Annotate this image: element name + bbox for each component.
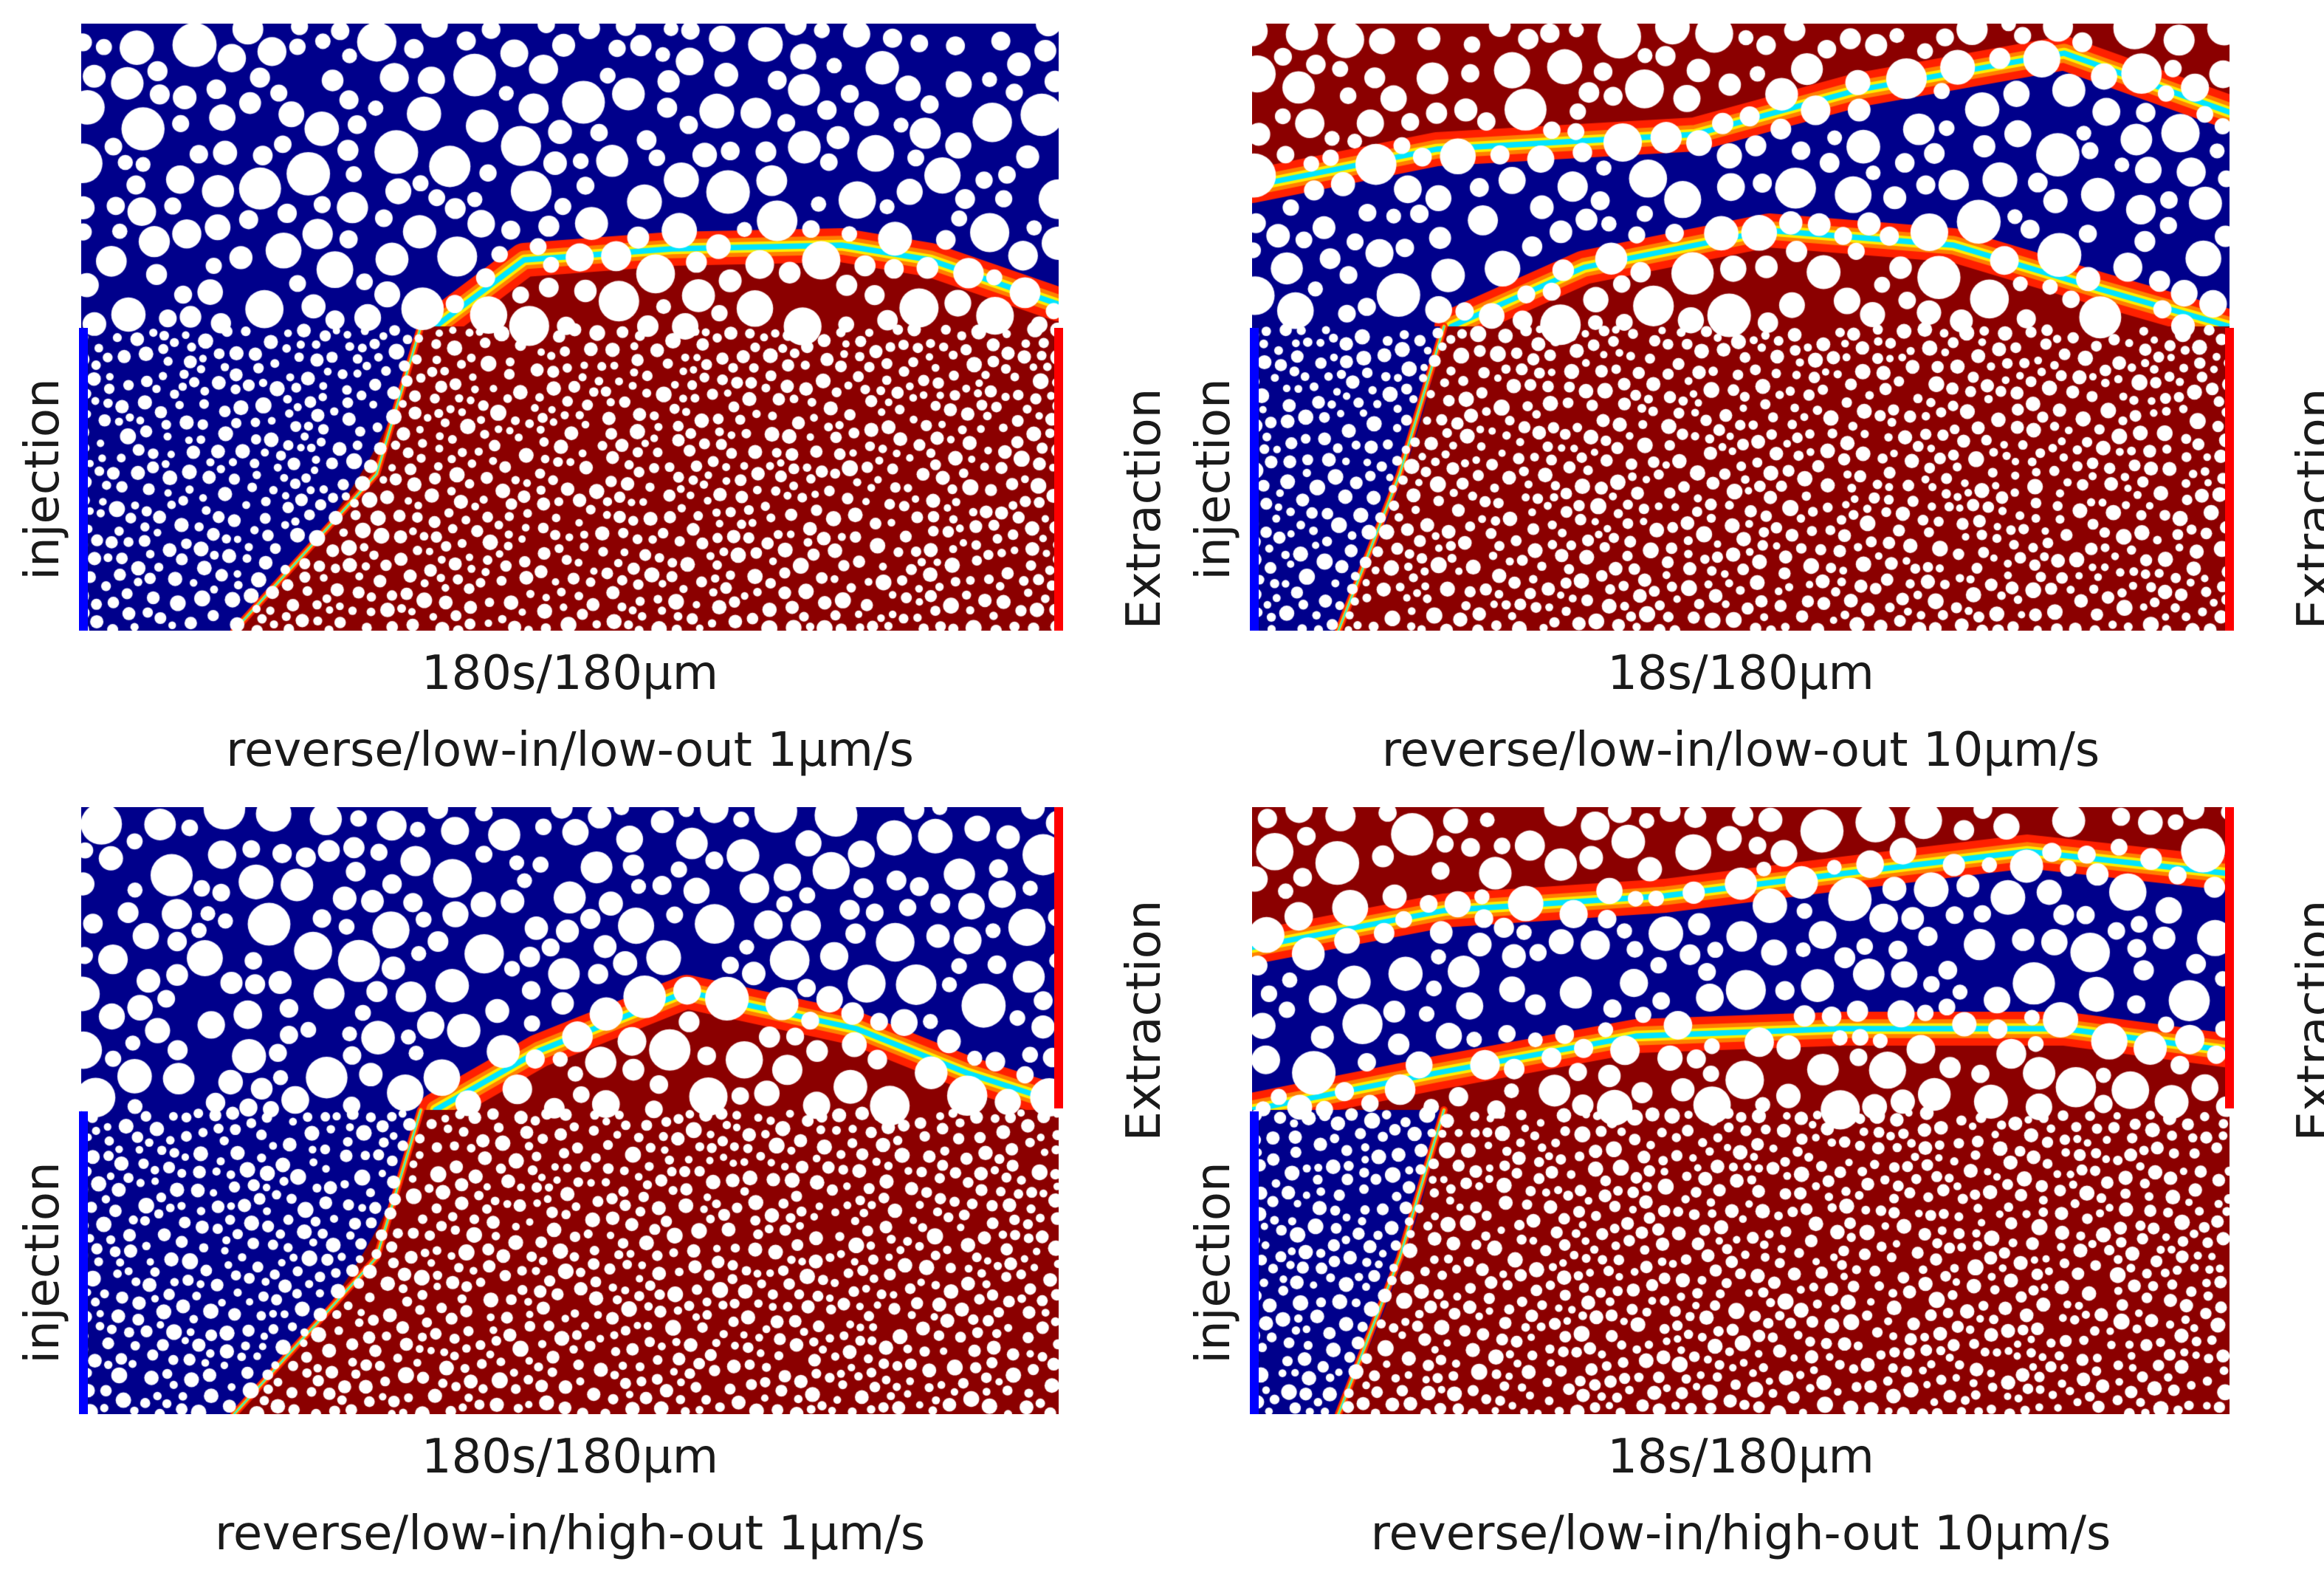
extraction-label: Extraction: [1117, 899, 1172, 1142]
extraction-boundary-bar: [2225, 807, 2234, 1108]
scenario-label: reverse/low-in/low-out 10µm/s: [1381, 723, 2100, 778]
extraction-label: Extraction: [1117, 388, 1172, 630]
injection-boundary-bar: [79, 1111, 88, 1414]
scenario-label: reverse/low-in/high-out 1µm/s: [214, 1506, 926, 1561]
injection-boundary-bar: [1250, 328, 1259, 631]
injection-label: injection: [16, 378, 70, 580]
extraction-boundary-bar: [1054, 807, 1063, 1108]
time-label: 18s/180µm: [1607, 1430, 1874, 1484]
injection-label: injection: [16, 1162, 70, 1364]
extraction-boundary-bar: [1054, 328, 1063, 631]
pore-flow-field: [1252, 807, 2230, 1414]
injection-boundary-bar: [79, 328, 88, 631]
pore-flow-field: [81, 24, 1059, 631]
extraction-label: Extraction: [2288, 899, 2324, 1142]
scenario-label: reverse/low-in/high-out 10µm/s: [1370, 1506, 2111, 1561]
scenario-label: reverse/low-in/low-out 1µm/s: [226, 723, 914, 778]
time-label: 18s/180µm: [1607, 646, 1874, 701]
injection-label: injection: [1186, 378, 1241, 580]
time-label: 180s/180µm: [421, 646, 719, 701]
extraction-boundary-bar: [2225, 328, 2234, 631]
injection-boundary-bar: [1250, 1111, 1259, 1414]
time-label: 180s/180µm: [421, 1430, 719, 1484]
injection-label: injection: [1186, 1162, 1241, 1364]
extraction-label: Extraction: [2288, 388, 2324, 630]
pore-flow-field: [81, 807, 1059, 1414]
pore-flow-field: [1252, 24, 2230, 631]
